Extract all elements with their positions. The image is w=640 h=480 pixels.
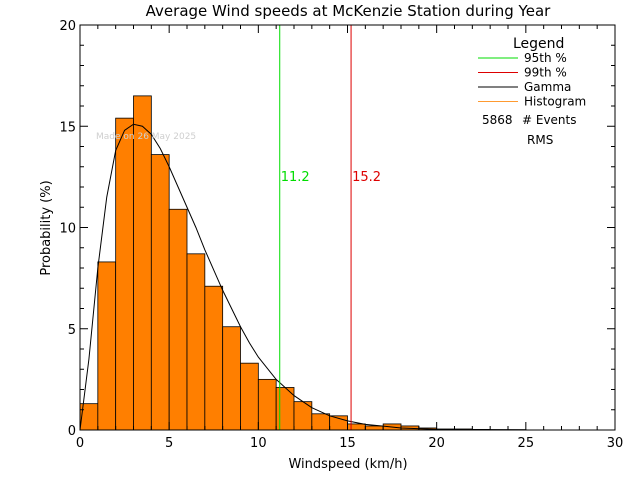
histogram-bar [150, 154, 170, 431]
events-label: # Events [522, 113, 577, 127]
histogram-bars [79, 95, 527, 431]
x-axis-label: Windspeed (km/h) [288, 457, 407, 472]
x-tick-label: 25 [518, 436, 535, 451]
histogram-bar [186, 253, 206, 431]
watermark-text: Made on 26 May 2025 [96, 132, 196, 142]
y-tick-label: 5 [68, 323, 76, 338]
histogram-bar [240, 362, 259, 431]
histogram-bar [204, 285, 224, 431]
x-tick-label: 10 [250, 436, 267, 451]
histogram-bar [222, 326, 241, 431]
histogram-bar [364, 425, 384, 431]
histogram-bar [97, 261, 117, 431]
percentile-lines: 11.2 15.2 [279, 25, 381, 430]
x-tick-label: 5 [165, 436, 173, 451]
legend-entry-label: 95th % [524, 51, 567, 65]
legend-entry-label: Histogram [524, 95, 586, 109]
y-tick-label: 20 [59, 19, 76, 34]
x-tick-label: 0 [76, 436, 84, 451]
chart-title: Average Wind speeds at McKenzie Station … [146, 2, 551, 20]
histogram-bar [168, 208, 188, 431]
histogram-bar [257, 378, 277, 431]
legend-entry-label: 99th % [524, 66, 567, 80]
rms-label: RMS [527, 133, 553, 147]
x-tick-label: 20 [428, 436, 445, 451]
y-tick-label: 15 [59, 120, 76, 135]
histogram-bar [347, 423, 366, 431]
histogram-bar [275, 387, 295, 431]
x-tick-label: 15 [339, 436, 356, 451]
histogram-bar [311, 413, 331, 431]
y-tick-label: 10 [59, 222, 76, 237]
percentile-value-label: 15.2 [352, 170, 381, 185]
histogram-bar [115, 117, 134, 431]
histogram-bar [133, 95, 152, 431]
y-tick-label: 0 [68, 424, 76, 439]
y-axis-label: Probability (%) [39, 180, 54, 275]
x-tick-label: 30 [607, 436, 624, 451]
legend-title: Legend [513, 36, 564, 52]
percentile-value-label: 11.2 [281, 170, 310, 185]
axis-ticks: 0 5 10 15 20 25 30 0 5 10 15 20 [59, 19, 623, 451]
legend-entry-label: Gamma [524, 80, 571, 94]
gamma-curve [79, 123, 615, 431]
events-count: 5868 [482, 113, 513, 127]
